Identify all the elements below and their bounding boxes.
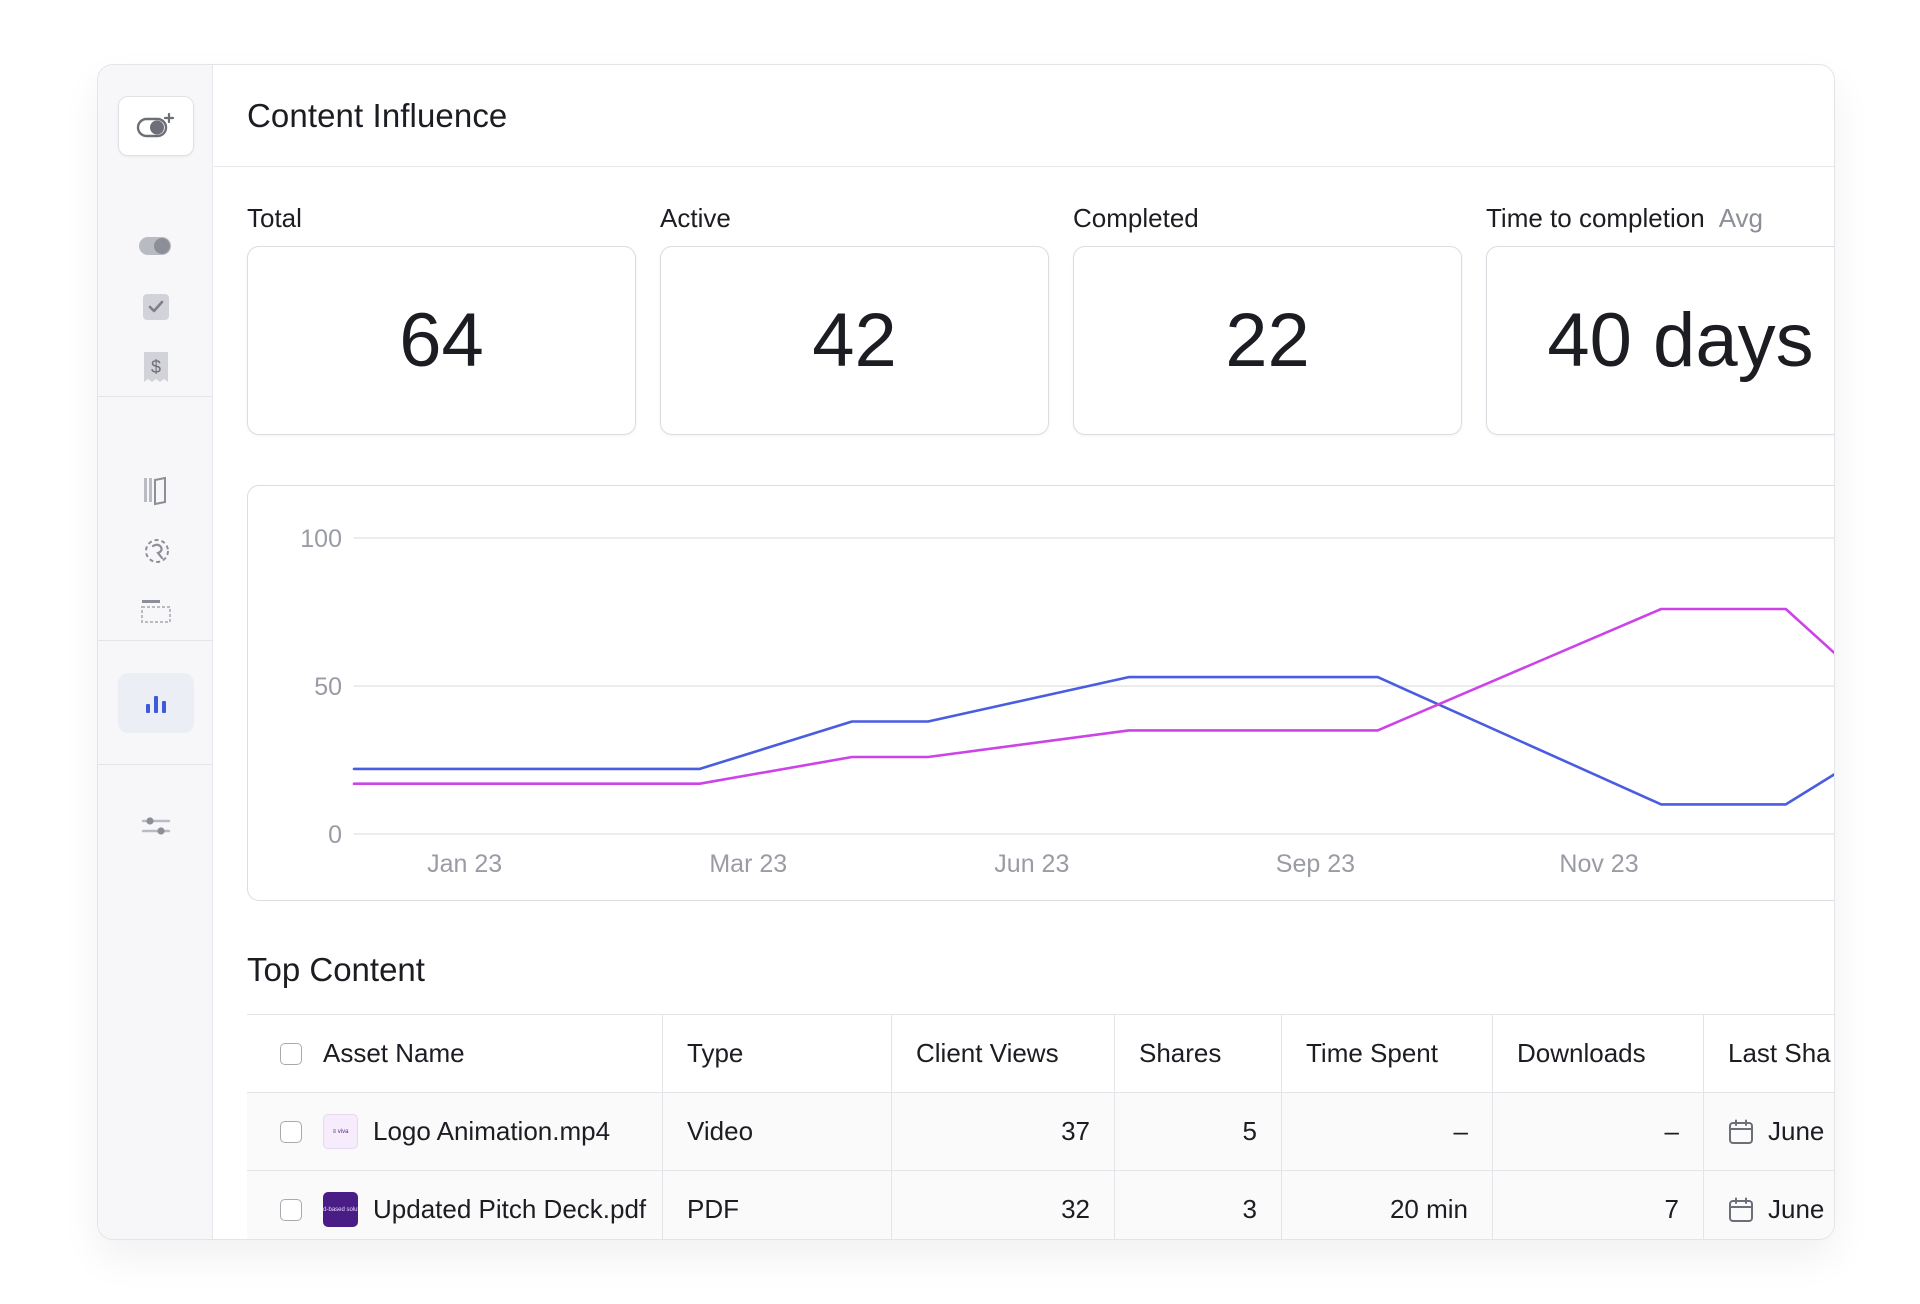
main-content: Content Influence Total 64 Active 42 Com… xyxy=(214,65,1834,1239)
column-header-label: Asset Name xyxy=(323,1038,465,1068)
cell-asset-name: Cloud-based solutions Updated Pitch Deck… xyxy=(247,1171,663,1239)
y-tick-label: 0 xyxy=(328,821,342,849)
toggle-icon xyxy=(139,237,171,255)
y-tick-label: 50 xyxy=(314,673,342,701)
cell-shares: 3 xyxy=(1115,1171,1282,1239)
asset-thumbnail: ≡ viva xyxy=(323,1114,358,1149)
stat-completed-label: Completed xyxy=(1073,203,1199,233)
cell-last-shared: June xyxy=(1704,1093,1834,1170)
y-tick-label: 100 xyxy=(300,525,342,553)
sidebar-item-billing[interactable]: $ xyxy=(118,337,194,397)
stat-time-card: 40 days xyxy=(1486,246,1834,435)
cell-time-spent: 20 min xyxy=(1282,1171,1493,1239)
line-chart-svg: 100 50 0 Jan 23 Mar 23 Jun 23 Sep 23 Nov 23 xyxy=(300,525,1834,878)
asset-thumbnail: Cloud-based solutions xyxy=(323,1192,358,1227)
asset-name[interactable]: Logo Animation.mp4 xyxy=(373,1116,611,1146)
page-title: Content Influence xyxy=(247,96,508,134)
series-line-2 xyxy=(352,607,1834,786)
cell-client-views: 32 xyxy=(892,1171,1115,1239)
column-header-client-views[interactable]: Client Views xyxy=(892,1015,1115,1092)
stat-total-label: Total xyxy=(247,203,302,233)
stat-time-sublabel: Avg xyxy=(1718,203,1764,233)
x-tick-label: Sep 23 xyxy=(1276,850,1355,878)
toggle-plus-icon xyxy=(136,112,175,138)
cell-downloads: – xyxy=(1493,1093,1704,1170)
receipt-dollar-icon: $ xyxy=(144,352,168,382)
asset-name[interactable]: Updated Pitch Deck.pdf xyxy=(373,1194,647,1224)
row-checkbox[interactable] xyxy=(280,1120,302,1143)
svg-text:$: $ xyxy=(151,357,161,377)
cell-time-spent: – xyxy=(1282,1093,1493,1170)
layout-icon xyxy=(141,600,171,623)
cell-last-shared: June xyxy=(1704,1171,1834,1239)
app-window: $ xyxy=(97,64,1835,1240)
stat-total-card: 64 xyxy=(247,246,636,435)
stat-time-label-text: Time to completion xyxy=(1486,203,1705,233)
stat-completed-card: 22 xyxy=(1073,246,1462,435)
series-line-1 xyxy=(352,675,1834,806)
bar-chart-icon xyxy=(146,696,166,713)
x-tick-label: Mar 23 xyxy=(709,850,787,878)
x-tick-label: Jun 23 xyxy=(994,850,1069,878)
sliders-icon xyxy=(141,817,171,835)
cell-client-views: 37 xyxy=(892,1093,1115,1170)
column-header-shares[interactable]: Shares xyxy=(1115,1015,1282,1092)
sidebar-item-analytics[interactable] xyxy=(118,673,194,733)
books-icon xyxy=(144,476,166,506)
cell-asset-name: ≡ viva Logo Animation.mp4 xyxy=(247,1093,663,1170)
sidebar-item-history[interactable] xyxy=(118,521,194,581)
x-tick-label: Nov 23 xyxy=(1559,850,1638,878)
section-title-top-content: Top Content xyxy=(247,951,425,988)
table-row[interactable]: ≡ viva Logo Animation.mp4 Video 37 5 – –… xyxy=(247,1092,1834,1170)
line-chart: 100 50 0 Jan 23 Mar 23 Jun 23 Sep 23 Nov 23 xyxy=(247,485,1834,901)
cell-type: Video xyxy=(663,1093,892,1170)
last-shared-date: June xyxy=(1768,1116,1825,1146)
sidebar-item-layout[interactable] xyxy=(118,581,194,641)
sidebar-item-toggles[interactable] xyxy=(118,216,194,276)
table-row[interactable]: Cloud-based solutions Updated Pitch Deck… xyxy=(247,1170,1834,1239)
stat-active-label: Active xyxy=(660,203,731,233)
stat-time-label: Time to completion Avg xyxy=(1486,203,1763,234)
last-shared-date: June xyxy=(1768,1194,1825,1224)
sidebar-create-button[interactable] xyxy=(118,96,194,156)
calendar-icon xyxy=(1729,1197,1753,1222)
sidebar-item-tasks[interactable] xyxy=(118,277,194,337)
stat-active-card: 42 xyxy=(660,246,1049,435)
page-header: Content Influence xyxy=(214,65,1834,167)
row-checkbox[interactable] xyxy=(280,1198,302,1221)
table-header-row: Asset Name Type Client Views Shares Time… xyxy=(247,1014,1834,1092)
x-tick-label: Jan 23 xyxy=(427,850,502,878)
cell-downloads: 7 xyxy=(1493,1171,1704,1239)
cell-shares: 5 xyxy=(1115,1093,1282,1170)
top-content-table: Asset Name Type Client Views Shares Time… xyxy=(247,1014,1834,1239)
column-header-asset-name[interactable]: Asset Name xyxy=(247,1015,663,1092)
column-header-last-shared[interactable]: Last Sha xyxy=(1728,1038,1831,1068)
checkbox-icon xyxy=(143,294,169,320)
sidebar-item-settings[interactable] xyxy=(118,796,194,856)
history-icon xyxy=(145,539,169,563)
sidebar: $ xyxy=(98,65,213,1239)
column-header-downloads[interactable]: Downloads xyxy=(1493,1015,1704,1092)
column-header-time-spent[interactable]: Time Spent xyxy=(1282,1015,1493,1092)
select-all-checkbox[interactable] xyxy=(280,1042,302,1065)
column-header-type[interactable]: Type xyxy=(663,1015,892,1092)
cell-type: PDF xyxy=(663,1171,892,1239)
calendar-icon xyxy=(1729,1119,1753,1144)
sidebar-item-library[interactable] xyxy=(118,460,194,520)
